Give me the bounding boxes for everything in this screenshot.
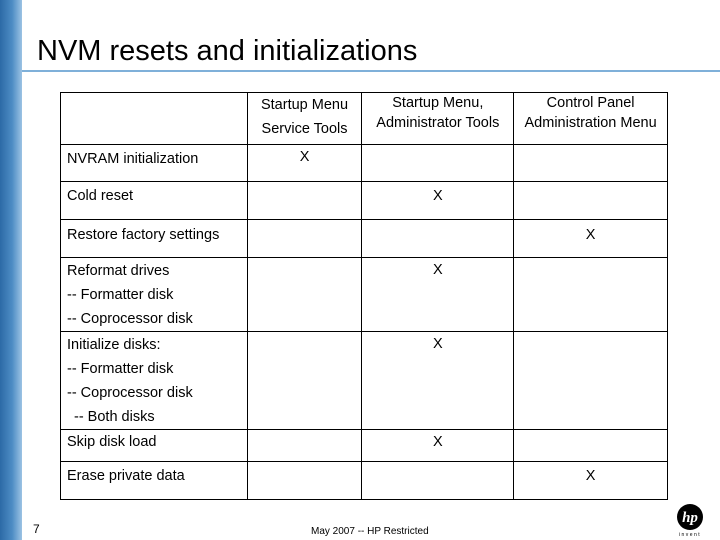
slide-top-band	[22, 0, 720, 14]
slide-title: NVM resets and initializations	[37, 35, 418, 67]
row-label: Restore factory settings	[60, 219, 248, 258]
header-line: Administration Menu	[524, 115, 657, 131]
table-row: Reformat drives -- Formatter disk -- Cop…	[60, 257, 668, 332]
hp-logo-icon: hp invent	[677, 504, 703, 538]
header-startup-admin-tools: Startup Menu, Administrator Tools	[361, 92, 515, 145]
reset-options-table: Startup Menu Service Tools Startup Menu,…	[60, 92, 668, 500]
table-row: Erase private data X	[60, 461, 668, 500]
mark-cell	[513, 257, 668, 332]
mark-cell: X	[513, 219, 668, 258]
slide-accent-bar	[0, 0, 22, 540]
row-label: NVRAM initialization	[60, 144, 248, 182]
row-label: Erase private data	[60, 461, 248, 500]
mark-cell	[246, 219, 363, 258]
table-row: Initialize disks: -- Formatter disk -- C…	[60, 331, 668, 430]
header-startup-service-tools: Startup Menu Service Tools	[246, 92, 363, 145]
row-label-line: Erase private data	[67, 468, 185, 484]
page-number: 7	[33, 522, 40, 536]
row-label-line: -- Coprocessor disk	[67, 385, 193, 401]
logo-tagline: invent	[679, 532, 701, 538]
mark-cell	[513, 331, 668, 430]
table-row: Cold reset X	[60, 181, 668, 220]
mark-cell	[361, 219, 515, 258]
row-label-line: -- Formatter disk	[67, 287, 174, 303]
header-line: Startup Menu	[260, 97, 349, 113]
row-label-line: Cold reset	[67, 188, 134, 204]
mark-cell	[513, 144, 668, 182]
row-label-line: Initialize disks:	[67, 337, 161, 353]
header-cell-empty	[60, 92, 248, 145]
row-label-line: Restore factory settings	[67, 227, 220, 243]
mark-cell	[513, 429, 668, 462]
row-label-line: NVRAM initialization	[67, 151, 199, 167]
mark-cell: X	[361, 429, 515, 462]
mark-cell	[361, 461, 515, 500]
header-control-panel-admin-menu: Control Panel Administration Menu	[513, 92, 668, 145]
row-label-line: Reformat drives	[67, 263, 170, 279]
header-line: Administrator Tools	[376, 115, 500, 131]
row-label: Reformat drives -- Formatter disk -- Cop…	[60, 257, 248, 332]
mark-cell: X	[361, 331, 515, 430]
header-line: Control Panel	[546, 95, 635, 111]
row-label-line: -- Both disks	[74, 409, 155, 425]
mark-cell	[246, 331, 363, 430]
row-label: Initialize disks: -- Formatter disk -- C…	[60, 331, 248, 430]
mark-cell: X	[246, 144, 363, 182]
title-divider	[22, 70, 720, 72]
table-header-row: Startup Menu Service Tools Startup Menu,…	[60, 92, 668, 145]
row-label: Skip disk load	[60, 429, 248, 462]
mark-cell	[246, 181, 363, 220]
mark-cell	[513, 181, 668, 220]
table-row: Restore factory settings X	[60, 219, 668, 258]
header-line: Service Tools	[261, 121, 348, 137]
mark-cell: X	[513, 461, 668, 500]
mark-cell: X	[361, 257, 515, 332]
row-label-line: Skip disk load	[67, 434, 157, 450]
mark-cell: X	[361, 181, 515, 220]
table-row: NVRAM initialization X	[60, 144, 668, 182]
row-label: Cold reset	[60, 181, 248, 220]
mark-cell	[246, 257, 363, 332]
header-line: Startup Menu,	[392, 95, 484, 111]
mark-cell	[361, 144, 515, 182]
mark-cell	[246, 429, 363, 462]
table-row: Skip disk load X	[60, 429, 668, 462]
row-label-line: -- Formatter disk	[67, 361, 174, 377]
logo-text: hp	[682, 510, 698, 526]
mark-cell	[246, 461, 363, 500]
row-label-line: -- Coprocessor disk	[67, 311, 193, 327]
footer-text: May 2007 -- HP Restricted	[311, 526, 429, 537]
